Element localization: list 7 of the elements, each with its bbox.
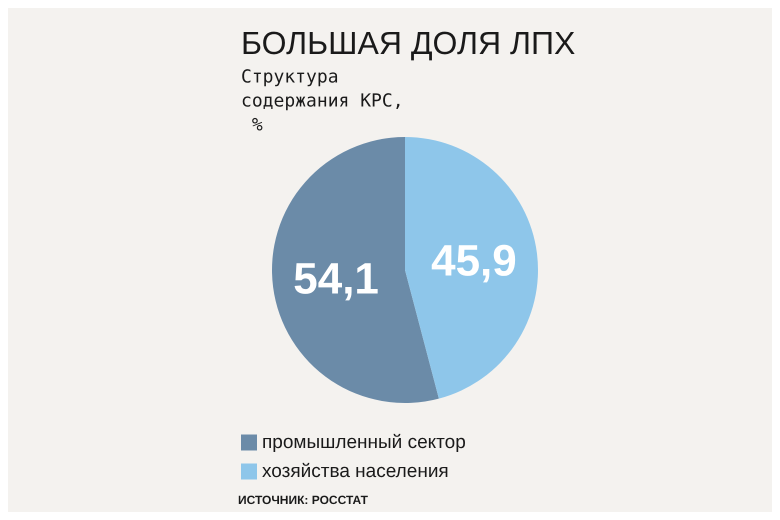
legend-label: промышленный сектор xyxy=(262,432,466,453)
legend-label: хозяйства населения xyxy=(262,461,449,482)
data-label: 45,9 xyxy=(431,236,517,286)
chart-subtitle: Структура содержания КРС, % xyxy=(241,66,404,136)
chart-title: БОЛЬШАЯ ДОЛЯ ЛПХ xyxy=(241,25,576,61)
data-label: 54,1 xyxy=(293,254,379,304)
text: ИСТОЧНИК: РОССТАТ xyxy=(238,493,369,507)
